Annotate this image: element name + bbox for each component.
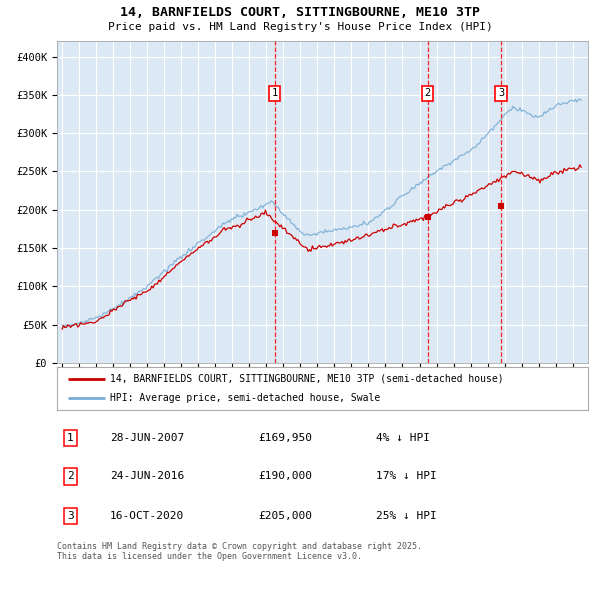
Text: HPI: Average price, semi-detached house, Swale: HPI: Average price, semi-detached house,… bbox=[110, 394, 380, 404]
Text: £169,950: £169,950 bbox=[259, 432, 313, 442]
Text: 14, BARNFIELDS COURT, SITTINGBOURNE, ME10 3TP (semi-detached house): 14, BARNFIELDS COURT, SITTINGBOURNE, ME1… bbox=[110, 373, 504, 384]
Text: 3: 3 bbox=[498, 88, 504, 99]
Text: Price paid vs. HM Land Registry's House Price Index (HPI): Price paid vs. HM Land Registry's House … bbox=[107, 22, 493, 32]
Text: 2: 2 bbox=[67, 471, 74, 481]
Text: 28-JUN-2007: 28-JUN-2007 bbox=[110, 432, 184, 442]
Text: 17% ↓ HPI: 17% ↓ HPI bbox=[376, 471, 436, 481]
Text: 14, BARNFIELDS COURT, SITTINGBOURNE, ME10 3TP: 14, BARNFIELDS COURT, SITTINGBOURNE, ME1… bbox=[120, 6, 480, 19]
Text: £205,000: £205,000 bbox=[259, 512, 313, 522]
Text: 24-JUN-2016: 24-JUN-2016 bbox=[110, 471, 184, 481]
Text: 3: 3 bbox=[67, 512, 74, 522]
Text: 4% ↓ HPI: 4% ↓ HPI bbox=[376, 432, 430, 442]
Text: 16-OCT-2020: 16-OCT-2020 bbox=[110, 512, 184, 522]
Text: 1: 1 bbox=[67, 432, 74, 442]
Text: Contains HM Land Registry data © Crown copyright and database right 2025.
This d: Contains HM Land Registry data © Crown c… bbox=[57, 542, 422, 561]
Text: 25% ↓ HPI: 25% ↓ HPI bbox=[376, 512, 436, 522]
Text: 1: 1 bbox=[272, 88, 278, 99]
Text: 2: 2 bbox=[425, 88, 431, 99]
Text: £190,000: £190,000 bbox=[259, 471, 313, 481]
